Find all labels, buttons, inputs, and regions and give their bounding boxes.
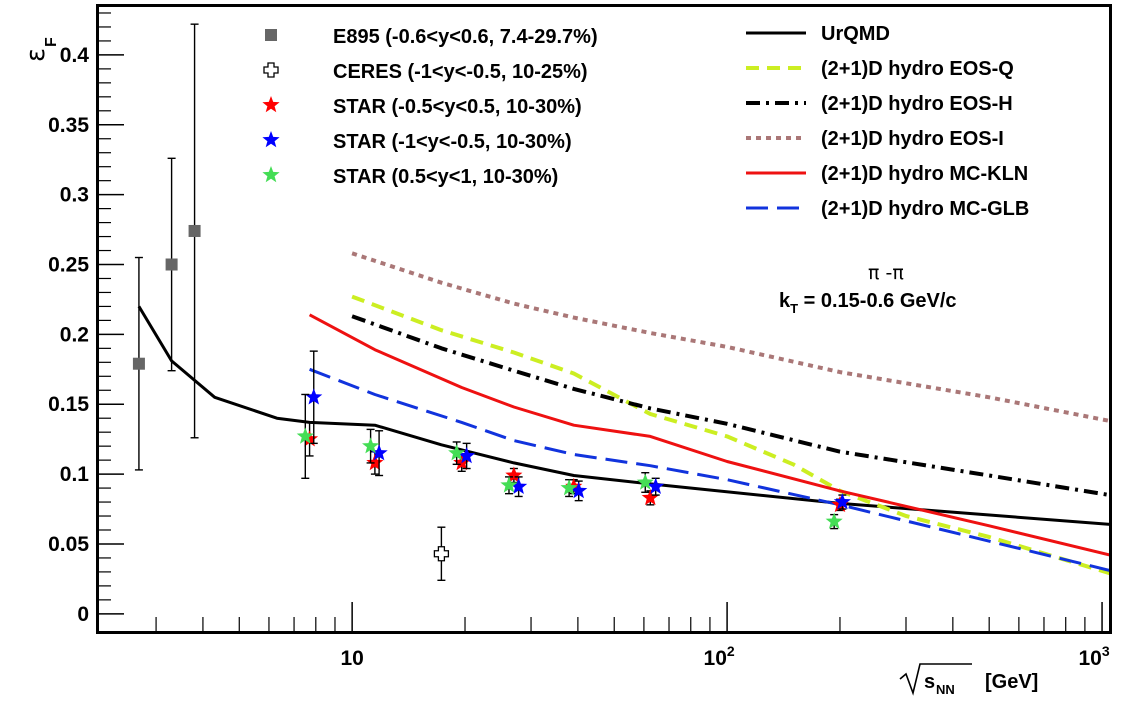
y-tick-label: 0.4: [60, 44, 90, 67]
y-tick-label: 0.2: [60, 323, 89, 346]
y-tick-label: 0.15: [48, 393, 89, 416]
legend-label: STAR (0.5<y<1, 10-30%): [333, 166, 558, 188]
data-point: [500, 476, 518, 493]
data-point: [433, 546, 450, 562]
annotation-kt-main: k: [779, 290, 791, 312]
legend-marker: [263, 62, 279, 78]
y-tick-label: 0.1: [60, 463, 90, 486]
curve-line: [351, 294, 1110, 576]
data-point: [833, 493, 851, 510]
data-point: [165, 258, 178, 271]
data-point: [647, 477, 665, 494]
legend: E895 (-0.6<y<0.6, 7.4-29.7%) CERES (-1<y<…: [262, 23, 1029, 220]
data-point: [296, 427, 314, 444]
curve-line: [308, 313, 1110, 557]
legend-marker: [262, 96, 280, 113]
data-point: [636, 473, 654, 490]
legend-label: STAR (-0.5<y<0.5, 10-30%): [333, 96, 582, 118]
annotation-kt-sub: T: [790, 301, 798, 316]
y-axis-title-main: ε: [21, 48, 51, 62]
y-tick-label: 0: [77, 603, 89, 626]
data-points: [132, 23, 851, 581]
y-axis-title-sub: F: [43, 37, 60, 47]
sqrt-radical-icon: [899, 663, 972, 696]
curve-line: [351, 314, 1110, 498]
x-tick-label: 103: [1078, 643, 1109, 670]
y-tick-label: 0.05: [48, 533, 89, 556]
annotation-kt: kT = 0.15-0.6 GeV/c: [779, 290, 957, 316]
legend-label: UrQMD: [821, 23, 890, 45]
x-axis-title-main: [GeV]: [985, 671, 1038, 693]
data-point: [366, 453, 384, 471]
data-point: [448, 444, 466, 461]
plot-frame: [96, 4, 1112, 634]
x-axis-title-radical-sub: NN: [936, 682, 955, 697]
data-point: [641, 488, 659, 506]
legend-label: STAR (-1<y<-0.5, 10-30%): [333, 131, 572, 153]
x-tick-label: 102: [704, 643, 735, 670]
model-curves: [137, 251, 1110, 576]
y-tick-label: 0.3: [60, 184, 89, 207]
data-point: [570, 481, 588, 499]
legend-marker: [262, 131, 280, 148]
annotation: π -π kT = 0.15-0.6 GeV/c: [779, 262, 957, 316]
legend-label: (2+1)D hydro MC-GLB: [821, 198, 1029, 220]
legend-label: (2+1)D hydro EOS-H: [821, 93, 1013, 115]
data-point: [301, 430, 319, 447]
legend-marker: [262, 166, 280, 183]
data-point: [560, 479, 578, 496]
legend-marker: [265, 29, 277, 41]
legend-label: (2+1)D hydro MC-KLN: [821, 163, 1028, 185]
y-axis-title: ε F: [21, 37, 60, 62]
data-point: [505, 466, 523, 483]
data-point: [362, 437, 380, 454]
data-point: [132, 357, 145, 370]
y-tick-label: 0.25: [48, 254, 89, 277]
curve-line: [137, 305, 1110, 526]
data-point: [510, 477, 528, 494]
legend-label: (2+1)D hydro EOS-I: [821, 128, 1004, 150]
legend-label: CERES (-1<y<-0.5, 10-25%): [333, 61, 588, 83]
curve-line: [351, 251, 1110, 423]
data-point: [458, 446, 476, 464]
axes: 0 0.05 0.1 0.15 0.2 0.25 0.3 0.35 0.4 10 102 103: [48, 12, 1110, 670]
y-tick-label: 0.35: [48, 114, 89, 137]
legend-label: (2+1)D hydro EOS-Q: [821, 58, 1014, 80]
x-tick-label: 10: [340, 647, 363, 670]
curve-line: [309, 367, 1110, 572]
annotation-kt-rest: = 0.15-0.6 GeV/c: [798, 290, 956, 312]
data-point: [305, 388, 323, 405]
legend-label: E895 (-0.6<y<0.6, 7.4-29.7%): [333, 26, 598, 48]
annotation-particle: π -π: [868, 262, 904, 284]
data-point: [370, 444, 388, 461]
x-axis-title-radical: s: [924, 671, 935, 693]
x-axis-title: s NN [GeV]: [899, 663, 1038, 697]
data-point: [825, 512, 843, 529]
data-point: [188, 224, 201, 237]
